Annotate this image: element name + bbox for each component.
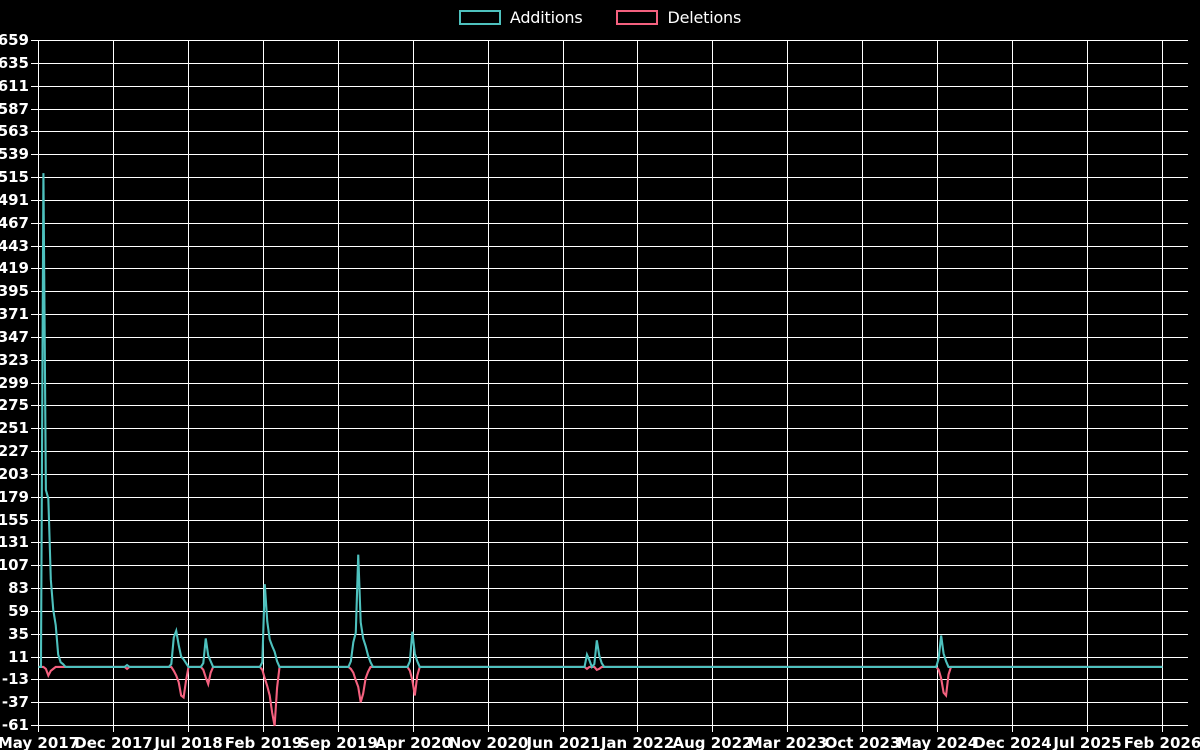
- y-tick-label: 515: [0, 168, 29, 186]
- x-tick-label: Nov 2020: [449, 734, 529, 750]
- y-tick-label: 659: [0, 34, 29, 49]
- y-tick-label: 227: [0, 442, 29, 460]
- y-tick-label: 539: [0, 145, 29, 163]
- legend-item-additions[interactable]: Additions: [458, 7, 583, 27]
- gridlines: [37, 39, 1188, 732]
- legend-label-additions: Additions: [509, 7, 583, 27]
- y-tick-label: 563: [0, 122, 29, 140]
- y-tick-label: 467: [0, 214, 29, 232]
- y-tick-label: 251: [0, 419, 29, 437]
- y-tick-label: 83: [8, 579, 29, 597]
- legend-label-deletions: Deletions: [667, 7, 742, 27]
- y-tick-label: 587: [0, 100, 29, 118]
- y-tick-label: 491: [0, 191, 29, 209]
- plot-area: 659 635 611 587 563 539 515 491 467 443 419 395 371 3…: [0, 34, 1200, 750]
- x-tick-label: Apr 2020: [375, 734, 452, 750]
- x-tick-label: Oct 2023: [825, 734, 901, 750]
- y-tick-label: 371: [0, 305, 29, 323]
- legend-item-deletions[interactable]: Deletions: [616, 8, 741, 27]
- x-tick-label: Feb 2026: [1124, 734, 1200, 750]
- y-tick-label: 299: [0, 374, 29, 392]
- legend-swatch-additions-icon: [458, 9, 501, 25]
- x-tick-label: May 2017: [0, 734, 79, 750]
- y-tick-label: 395: [0, 282, 29, 300]
- x-tick-label: Aug 2022: [673, 734, 753, 750]
- series-line-additions: [38, 173, 1163, 670]
- y-tick-label: -13: [2, 670, 29, 688]
- y-tick-label: 611: [0, 77, 29, 95]
- x-tick-label: Jul 2025: [1052, 734, 1121, 750]
- y-tick-label: 323: [0, 351, 29, 369]
- y-tick-label: 59: [8, 602, 29, 620]
- chart-svg: 659 635 611 587 563 539 515 491 467 443 419 395 371 3…: [0, 34, 1200, 750]
- y-tick-label: -61: [2, 716, 29, 734]
- chart-legend: Additions Deletions: [0, 0, 1200, 34]
- x-tick-label: May 2024: [897, 734, 978, 750]
- x-tick-label: Jan 2022: [600, 734, 674, 750]
- y-tick-label: -37: [2, 693, 29, 711]
- x-tick-label: Dec 2017: [74, 734, 153, 750]
- data-series: [38, 173, 1163, 727]
- y-tick-label: 443: [0, 237, 29, 255]
- y-tick-label: 179: [0, 488, 29, 506]
- x-tick-label: Jul 2018: [153, 734, 222, 750]
- x-tick-label: Dec 2024: [973, 734, 1052, 750]
- y-tick-label: 155: [0, 511, 29, 529]
- x-tick-label: Mar 2023: [748, 734, 827, 750]
- x-tick-label: Jun 2021: [526, 734, 601, 750]
- axis-ticks: [31, 39, 38, 727]
- y-axis-tick-labels: 659 635 611 587 563 539 515 491 467 443 419 395 371 3…: [0, 34, 29, 734]
- y-tick-label: 131: [0, 533, 29, 551]
- y-tick-label: 203: [0, 465, 29, 483]
- y-tick-label: 35: [8, 625, 29, 643]
- x-tick-label: Sep 2019: [299, 734, 378, 750]
- x-tick-label: Feb 2019: [225, 734, 303, 750]
- y-tick-label: 635: [0, 54, 29, 72]
- y-tick-label: 347: [0, 328, 29, 346]
- legend-swatch-deletions-icon: [616, 9, 659, 25]
- y-tick-label: 107: [0, 556, 29, 574]
- y-tick-label: 11: [8, 648, 29, 666]
- y-tick-label: 419: [0, 259, 29, 277]
- series-line-deletions: [38, 665, 1163, 727]
- y-tick-label: 275: [0, 396, 29, 414]
